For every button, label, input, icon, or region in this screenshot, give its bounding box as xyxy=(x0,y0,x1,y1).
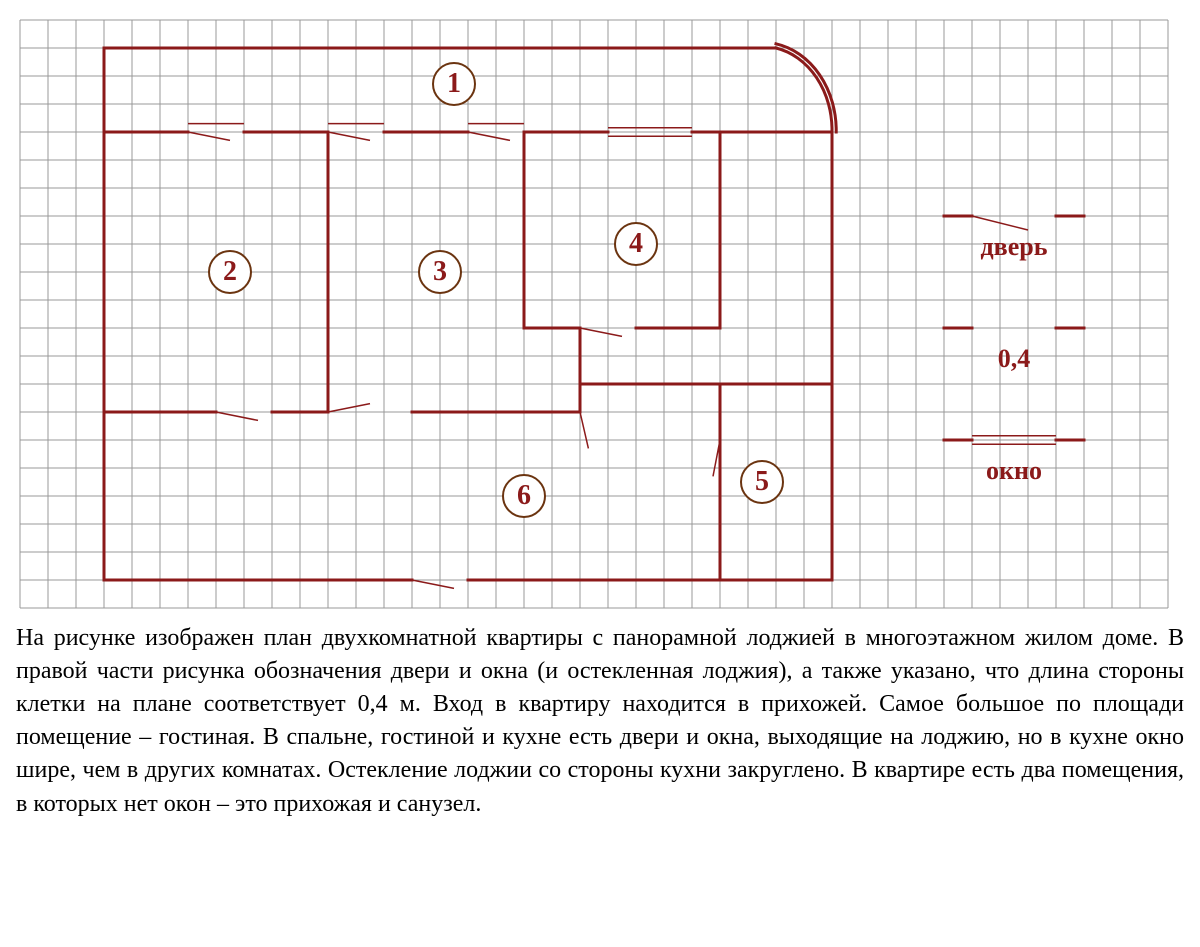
room-label-5: 5 xyxy=(740,460,784,504)
legend-window: окно xyxy=(986,456,1042,486)
floorplan-svg xyxy=(10,10,1178,618)
floorplan-diagram: 1 2 3 4 5 6 дверь 0,4 окно xyxy=(10,10,1170,610)
room-label-1: 1 xyxy=(432,62,476,106)
legend-scale: 0,4 xyxy=(998,344,1031,374)
room-label-3: 3 xyxy=(418,250,462,294)
description-text: На рисунке изображен план двухкомнатной … xyxy=(10,622,1190,821)
room-label-4: 4 xyxy=(614,222,658,266)
room-label-6: 6 xyxy=(502,474,546,518)
page-container: 1 2 3 4 5 6 дверь 0,4 окно На рисунке изображен … xyxy=(10,10,1190,821)
room-label-2: 2 xyxy=(208,250,252,294)
legend-door: дверь xyxy=(981,232,1048,262)
